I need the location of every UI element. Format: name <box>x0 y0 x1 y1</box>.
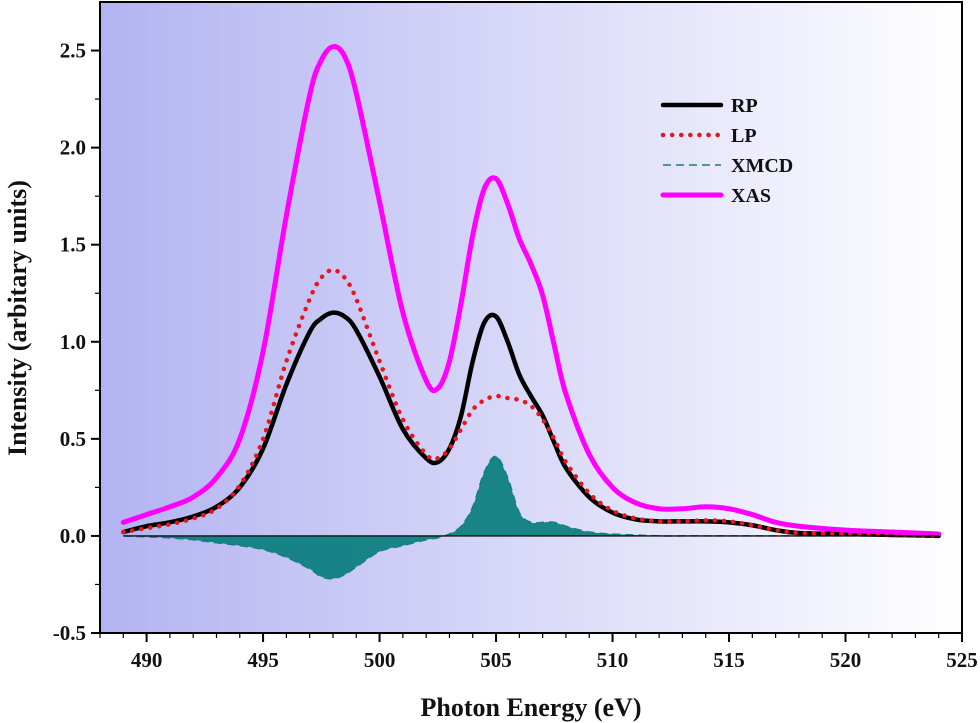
x-tick-label: 500 <box>364 648 396 672</box>
x-tick-label: 510 <box>597 648 629 672</box>
x-tick-label: 520 <box>830 648 862 672</box>
x-tick-label: 505 <box>480 648 512 672</box>
y-tick-label: 1.5 <box>60 233 86 257</box>
legend-label: LP <box>731 125 757 147</box>
legend-label: XMCD <box>731 155 793 177</box>
y-tick-label: 0.5 <box>60 427 86 451</box>
legend-label: XAS <box>731 185 771 207</box>
y-tick-label: 2.0 <box>60 136 86 160</box>
y-axis-title: Intensity (arbitary units) <box>3 180 32 456</box>
x-tick-label: 490 <box>131 648 163 672</box>
legend-label: RP <box>731 95 758 117</box>
series-xmcd-area <box>123 456 939 579</box>
legend-item-xas: XAS <box>660 185 771 207</box>
x-axis: 490 495 500 505 510 515 520 525 <box>99 633 978 672</box>
plot-frame <box>99 1 963 634</box>
y-tick-label: -0.5 <box>53 621 86 645</box>
legend-item-lp: LP <box>660 125 757 147</box>
y-tick-label: 2.5 <box>60 39 86 63</box>
series-xas-line <box>120 44 942 537</box>
x-tick-label: 515 <box>713 648 745 672</box>
y-tick-label: 1.0 <box>60 330 86 354</box>
y-tick-label: 0.0 <box>60 524 86 548</box>
legend: RP LP XMCD XAS <box>660 95 793 207</box>
x-axis-title: Photon Energy (eV) <box>421 693 642 722</box>
legend-item-rp: RP <box>660 95 758 117</box>
series-rp-line <box>121 310 941 539</box>
series-layer <box>120 44 942 580</box>
y-axis: -0.5 0.0 0.5 1.0 1.5 2.0 2.5 <box>53 39 100 645</box>
legend-item-xmcd: XMCD <box>663 155 793 177</box>
series-lp-line <box>121 267 941 539</box>
x-tick-label: 495 <box>247 648 279 672</box>
series-xmcd-line <box>123 455 939 580</box>
x-tick-label: 525 <box>946 648 978 672</box>
